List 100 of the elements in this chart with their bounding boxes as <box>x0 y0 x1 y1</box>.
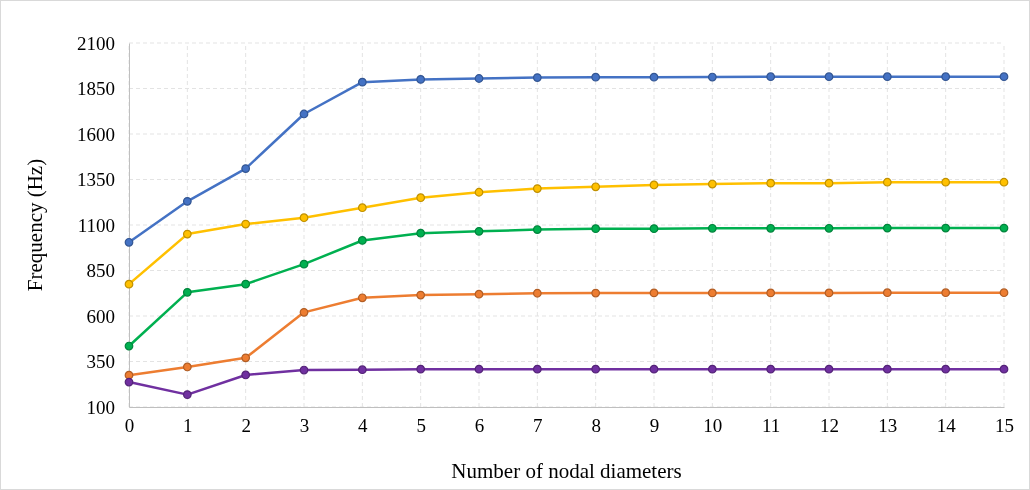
point <box>649 180 659 190</box>
y-tick-label: 350 <box>86 351 115 373</box>
point <box>532 288 542 298</box>
point <box>182 287 192 297</box>
point <box>707 179 717 189</box>
point <box>766 223 776 233</box>
point <box>124 279 134 289</box>
x-tick-label: 5 <box>416 415 426 437</box>
point <box>766 72 776 82</box>
point <box>182 362 192 372</box>
point <box>474 187 484 197</box>
point <box>941 288 951 298</box>
x-tick-label: 8 <box>591 415 601 437</box>
point <box>299 259 309 269</box>
point <box>941 177 951 187</box>
point <box>707 364 717 374</box>
point <box>824 288 834 298</box>
point <box>299 307 309 317</box>
point <box>941 364 951 374</box>
point <box>416 290 426 300</box>
point <box>649 72 659 82</box>
x-tick-label: 9 <box>649 415 660 437</box>
point <box>416 364 426 374</box>
x-tick-label: 14 <box>936 415 957 437</box>
point <box>124 377 134 387</box>
point <box>999 223 1009 233</box>
x-tick-label: 15 <box>995 415 1014 437</box>
point <box>299 213 309 223</box>
point <box>474 226 484 236</box>
point <box>707 288 717 298</box>
point <box>182 390 192 399</box>
point <box>591 364 601 374</box>
point <box>999 72 1009 82</box>
point <box>241 370 251 380</box>
point <box>532 73 542 82</box>
y-tick-label: 1100 <box>77 214 115 236</box>
point <box>999 288 1009 298</box>
x-tick-label: 7 <box>533 415 543 437</box>
point <box>416 228 426 238</box>
point <box>357 293 367 303</box>
point <box>824 223 834 233</box>
x-tick-label: 12 <box>820 415 839 437</box>
y-tick-label: 850 <box>86 260 115 282</box>
point <box>532 184 542 193</box>
point <box>591 72 601 82</box>
x-axis-title: Number of nodal diameters <box>451 459 682 483</box>
point <box>824 178 834 188</box>
point <box>241 164 251 173</box>
y-tick-label: 1850 <box>77 78 115 100</box>
point <box>357 203 367 213</box>
y-tick-label: 100 <box>86 396 115 418</box>
point <box>124 237 134 247</box>
point <box>941 223 951 233</box>
x-tick-label: 4 <box>358 415 369 437</box>
y-tick-label: 600 <box>86 305 115 327</box>
point <box>766 364 776 374</box>
point <box>241 219 251 229</box>
point <box>824 364 834 374</box>
point <box>941 72 951 82</box>
point <box>882 288 892 298</box>
y-tick-label: 2100 <box>77 32 115 54</box>
x-tick-label: 10 <box>703 415 723 437</box>
point <box>182 196 192 206</box>
point <box>882 177 892 187</box>
point <box>182 229 192 239</box>
point <box>882 364 892 374</box>
point <box>649 224 659 234</box>
point <box>299 365 309 375</box>
point <box>474 364 484 374</box>
point <box>824 72 834 82</box>
point <box>766 288 776 298</box>
point <box>474 289 484 299</box>
point <box>999 364 1009 374</box>
point <box>532 225 542 234</box>
x-tick-label: 3 <box>299 415 310 437</box>
x-tick-label: 11 <box>762 415 781 437</box>
point <box>241 279 251 289</box>
point <box>124 341 134 351</box>
x-tick-label: 6 <box>474 415 485 437</box>
point <box>649 364 659 374</box>
point <box>357 77 367 87</box>
point <box>299 109 309 119</box>
y-axis-title: Frequency (Hz) <box>23 158 47 292</box>
point <box>591 288 601 298</box>
x-tick-label: 0 <box>124 415 135 437</box>
x-tick-label: 2 <box>241 415 251 437</box>
point <box>591 224 601 234</box>
point <box>357 365 367 375</box>
point <box>882 72 892 82</box>
y-tick-label: 1600 <box>77 123 115 145</box>
point <box>591 182 601 192</box>
point <box>707 223 717 233</box>
point <box>707 72 717 82</box>
point <box>882 223 892 233</box>
point <box>474 74 484 83</box>
point <box>357 236 367 245</box>
point <box>766 178 776 188</box>
point <box>999 177 1009 187</box>
x-tick-label: 13 <box>878 415 898 437</box>
y-tick-label: 1350 <box>77 169 115 191</box>
